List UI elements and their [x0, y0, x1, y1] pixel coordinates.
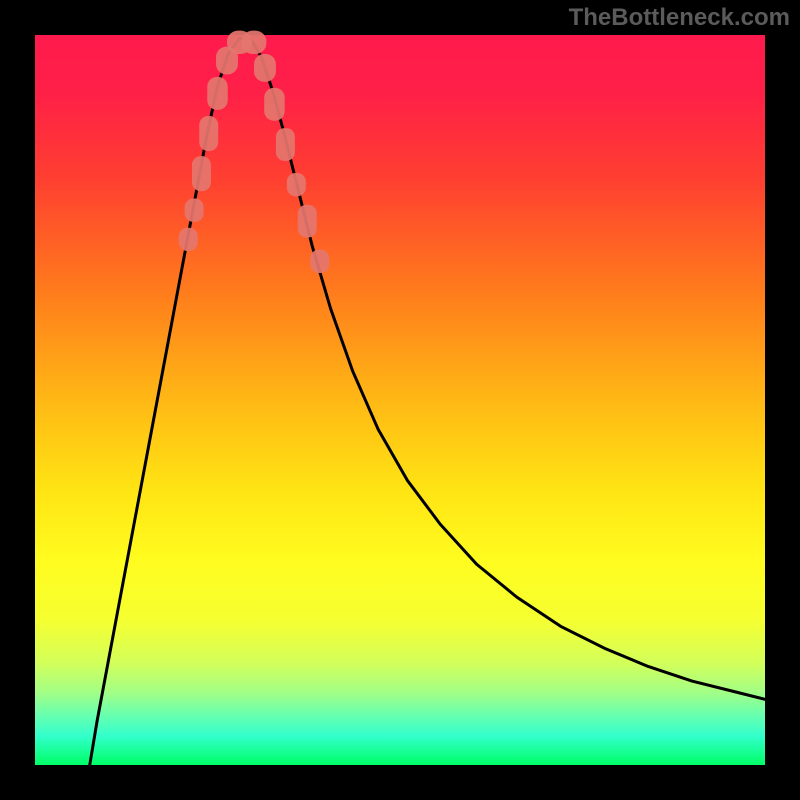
curve-marker: [199, 116, 218, 151]
plot-background: [35, 35, 765, 765]
curve-marker: [207, 77, 227, 110]
curve-marker: [185, 199, 204, 222]
watermark-text: TheBottleneck.com: [569, 4, 790, 32]
curve-marker: [298, 205, 317, 238]
chart-frame: TheBottleneck.com: [0, 0, 800, 800]
curve-marker: [264, 88, 284, 121]
curve-marker: [276, 128, 295, 161]
bottleneck-curve-chart: [0, 0, 800, 800]
curve-marker: [242, 31, 267, 54]
curve-marker: [192, 156, 211, 191]
curve-marker: [287, 173, 306, 196]
curve-marker: [254, 54, 276, 82]
curve-marker: [179, 228, 198, 251]
curve-marker: [310, 250, 329, 273]
